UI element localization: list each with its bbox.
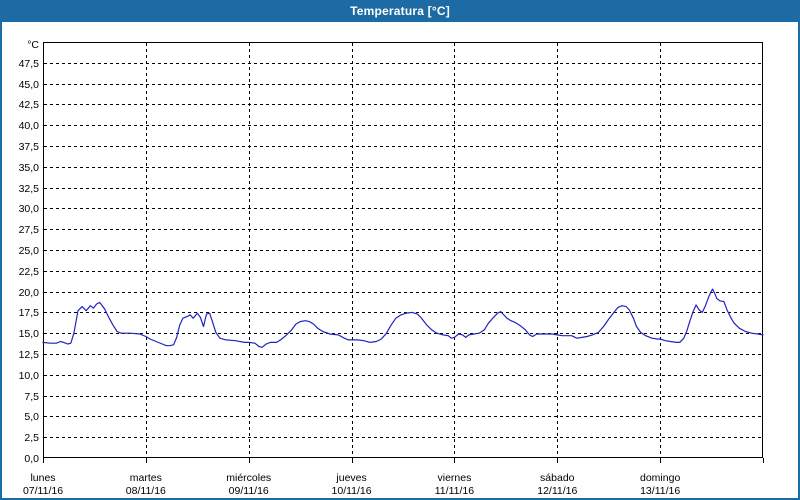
y-axis-tick-label: 27,5 <box>19 224 40 236</box>
temperature-series-line <box>42 288 764 348</box>
y-axis-tick-label: 20,0 <box>19 287 40 299</box>
plot-border <box>43 42 763 458</box>
x-axis-date-label: 10/11/16 <box>332 485 372 497</box>
y-axis-tick-label: 35,0 <box>19 162 40 174</box>
x-axis-date-label: 07/11/16 <box>23 485 63 497</box>
x-axis-date-label: 13/11/16 <box>640 485 680 497</box>
x-axis-date-label: 09/11/16 <box>229 485 269 497</box>
x-axis-day-label: domingo <box>640 472 680 484</box>
temperature-line-chart: 47,5 45,0 42,5 40,0 37,5 35,0 32,5 30,0 27,5 25,0… <box>19 39 764 497</box>
x-axis-date-label: 12/11/16 <box>537 485 577 497</box>
y-axis-tick-label: 15,0 <box>19 328 40 340</box>
y-axis-tick-label: 2,5 <box>24 432 39 444</box>
y-axis-tick-label: 22,5 <box>19 266 40 278</box>
x-axis-day-label: miércoles <box>226 472 271 484</box>
y-axis-tick-label: 12,5 <box>19 349 40 361</box>
y-axis-tick-label: 7,5 <box>24 391 39 403</box>
y-axis-tick-label: 25,0 <box>19 245 40 257</box>
window-title: Temperatura [°C] <box>350 4 450 18</box>
y-axis-tick-label: 30,0 <box>19 203 40 215</box>
y-axis-tick-label: 45,0 <box>19 79 40 91</box>
y-axis-tick-label: 40,0 <box>19 120 40 132</box>
x-axis-date-label: 11/11/16 <box>435 485 474 497</box>
x-axis-day-label: sábado <box>540 472 575 484</box>
y-axis-tick-label: 32,5 <box>19 183 40 195</box>
chart-container: 47,5 45,0 42,5 40,0 37,5 35,0 32,5 30,0 27,5 25,0… <box>2 22 798 498</box>
x-axis-day-label: lunes <box>30 472 55 484</box>
y-axis-tick-label: 42,5 <box>19 99 40 111</box>
y-axis-tick-label: 10,0 <box>19 370 40 382</box>
x-axis-day-label: jueves <box>335 472 366 484</box>
window-titlebar: Temperatura [°C] <box>0 0 800 22</box>
plot-background <box>43 42 763 458</box>
y-axis-tick-label: 0,0 <box>24 453 39 465</box>
y-axis-unit-label: °C <box>27 39 39 51</box>
y-axis-tick-label: 17,5 <box>19 307 40 319</box>
y-axis-tick-label: 5,0 <box>24 411 39 423</box>
x-axis-date-label: 08/11/16 <box>126 485 166 497</box>
y-axis-tick-label: 47,5 <box>19 58 40 70</box>
x-axis-day-label: viernes <box>437 472 471 484</box>
y-axis-tick-label: 37,5 <box>19 141 40 153</box>
x-axis-day-label: martes <box>130 472 162 484</box>
